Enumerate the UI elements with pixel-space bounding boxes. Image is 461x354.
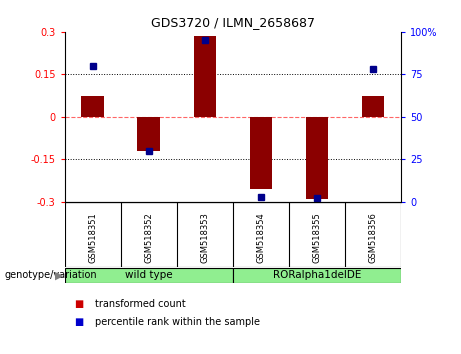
Bar — [194, 36, 216, 117]
Bar — [362, 96, 384, 117]
Text: GSM518353: GSM518353 — [200, 212, 209, 263]
Title: GDS3720 / ILMN_2658687: GDS3720 / ILMN_2658687 — [151, 16, 315, 29]
Text: genotype/variation: genotype/variation — [5, 270, 97, 280]
Text: ■: ■ — [74, 317, 83, 327]
Text: ▶: ▶ — [55, 270, 64, 280]
FancyBboxPatch shape — [65, 268, 233, 283]
Text: RORalpha1delDE: RORalpha1delDE — [273, 270, 361, 280]
Text: GSM518352: GSM518352 — [144, 212, 153, 263]
Text: wild type: wild type — [125, 270, 172, 280]
Bar — [306, 117, 328, 199]
Bar — [82, 96, 104, 117]
Bar — [137, 117, 160, 151]
Text: GSM518351: GSM518351 — [88, 212, 97, 263]
Text: transformed count: transformed count — [95, 299, 185, 309]
Text: ■: ■ — [74, 299, 83, 309]
Text: GSM518356: GSM518356 — [368, 212, 378, 263]
Text: percentile rank within the sample: percentile rank within the sample — [95, 317, 260, 327]
FancyBboxPatch shape — [233, 268, 401, 283]
Bar — [250, 117, 272, 189]
Text: GSM518355: GSM518355 — [313, 212, 321, 263]
Text: GSM518354: GSM518354 — [256, 212, 266, 263]
